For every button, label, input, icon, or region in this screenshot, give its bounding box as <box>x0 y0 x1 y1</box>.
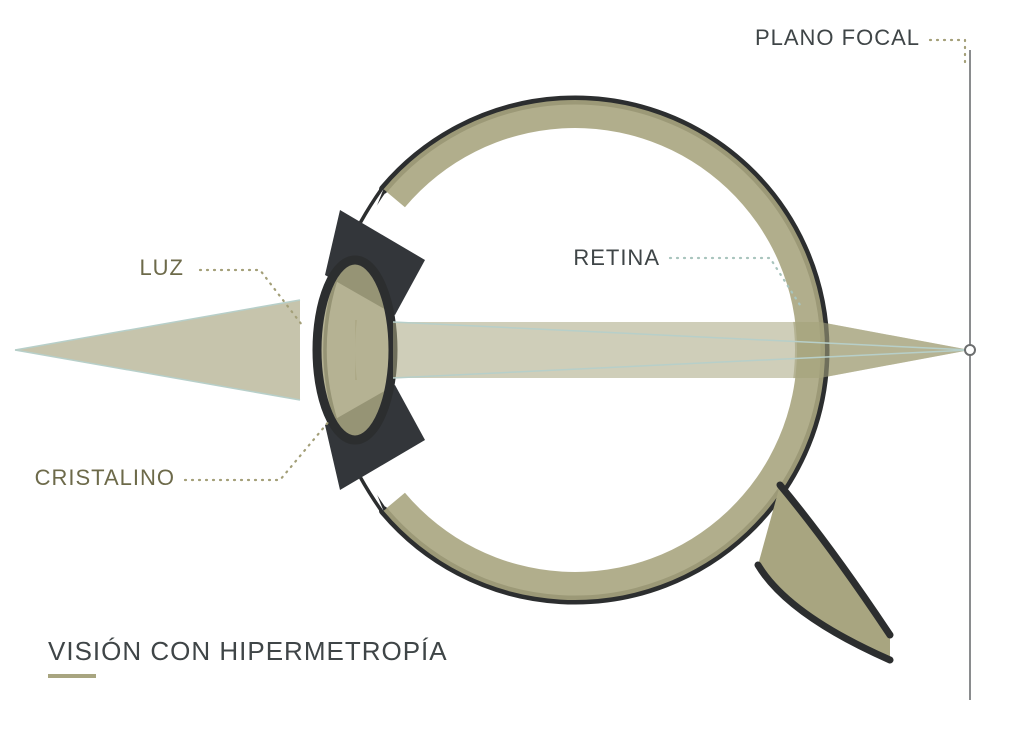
light-through-eye <box>393 322 970 378</box>
label-luz: LUZ <box>139 255 184 280</box>
diagram-title: VISIÓN CON HIPERMETROPÍA <box>48 636 448 666</box>
label-plano-focal: PLANO FOCAL <box>755 25 920 50</box>
focal-point-icon <box>965 345 975 355</box>
leader-line-plano-focal <box>930 40 965 62</box>
diagram-canvas: LUZ PLANO FOCAL RETINA CRISTALINO VISIÓN… <box>0 0 1024 731</box>
label-retina: RETINA <box>573 245 660 270</box>
leader-line-cristalino <box>185 420 330 480</box>
label-cristalino: CRISTALINO <box>35 465 175 490</box>
eye-cross-section <box>317 100 890 660</box>
